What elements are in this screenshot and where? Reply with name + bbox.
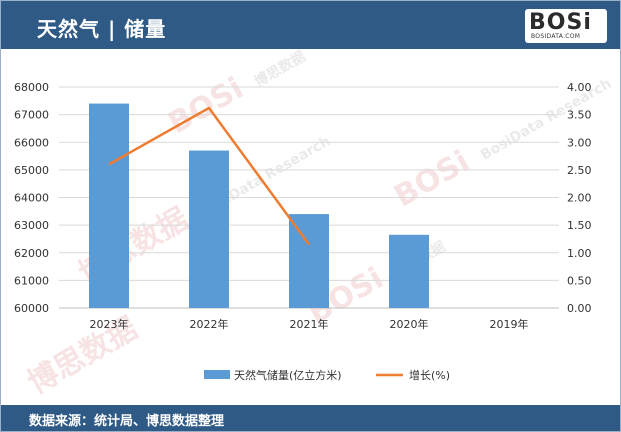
y-right-tick-label: 4.00	[567, 81, 592, 94]
y-left-tick-label: 66000	[14, 136, 49, 149]
data-source: 数据来源：统计局、博思数据整理	[29, 414, 225, 429]
legend-label-bar: 天然气储量(亿立方米)	[234, 368, 342, 382]
y-right-tick-label: 0.50	[567, 274, 592, 287]
legend-label-line: 增长(%)	[409, 368, 450, 382]
y-left-tick-label: 67000	[14, 109, 49, 122]
x-tick-label: 2022年	[190, 317, 229, 331]
x-tick-label: 2023年	[90, 317, 129, 331]
y-right-tick-label: 3.00	[567, 136, 592, 149]
x-tick-label: 2020年	[390, 317, 429, 331]
y-left-axis: 60000 61000 62000 63000 64000 65000 66000 67000…	[14, 81, 49, 315]
y-right-tick-label: 0.00	[567, 302, 592, 315]
y-right-tick-label: 1.00	[567, 247, 592, 260]
bar	[189, 150, 229, 308]
logo-subtext: BOSIDATA.COM	[531, 33, 581, 40]
header-bar: 天然气 | 储量 BOSi BOSIDATA.COM	[1, 1, 620, 49]
y-right-tick-label: 2.50	[567, 164, 592, 177]
y-left-tick-label: 61000	[14, 274, 49, 287]
series-line	[108, 106, 311, 246]
y-right-tick-label: 2.00	[567, 192, 592, 205]
brand-logo: BOSi BOSIDATA.COM	[525, 9, 607, 43]
y-left-tick-label: 60000	[14, 302, 49, 315]
y-right-axis: 0.00 0.50 1.00 1.50 2.00 2.50 3.00 3.50 4.00	[567, 81, 592, 315]
line-series	[108, 106, 311, 246]
y-left-tick-label: 68000	[14, 81, 49, 94]
y-left-tick-label: 64000	[14, 192, 49, 205]
chart-area: 60000 61000 62000 63000 64000 65000 66000 67000…	[14, 81, 592, 382]
x-axis: 2023年 2022年 2021年 2020年 2019年	[90, 317, 529, 331]
logo-text: BOSi	[529, 10, 592, 35]
bar	[389, 234, 429, 308]
grid-lines	[59, 86, 559, 309]
x-tick-label: 2021年	[290, 317, 329, 331]
y-left-tick-label: 65000	[14, 164, 49, 177]
bar	[289, 214, 329, 308]
y-left-tick-label: 63000	[14, 219, 49, 232]
page-title: 天然气 | 储量	[37, 17, 167, 41]
footer-bar: 数据来源：统计局、博思数据整理	[1, 405, 620, 431]
legend-swatch-bar	[204, 370, 230, 379]
bar-series	[89, 103, 429, 308]
y-right-tick-label: 3.50	[567, 109, 592, 122]
x-tick-label: 2019年	[490, 317, 529, 331]
legend: 天然气储量(亿立方米) 增长(%)	[204, 368, 450, 382]
y-left-tick-label: 62000	[14, 247, 49, 260]
y-right-tick-label: 1.50	[567, 219, 592, 232]
bar	[89, 103, 129, 308]
